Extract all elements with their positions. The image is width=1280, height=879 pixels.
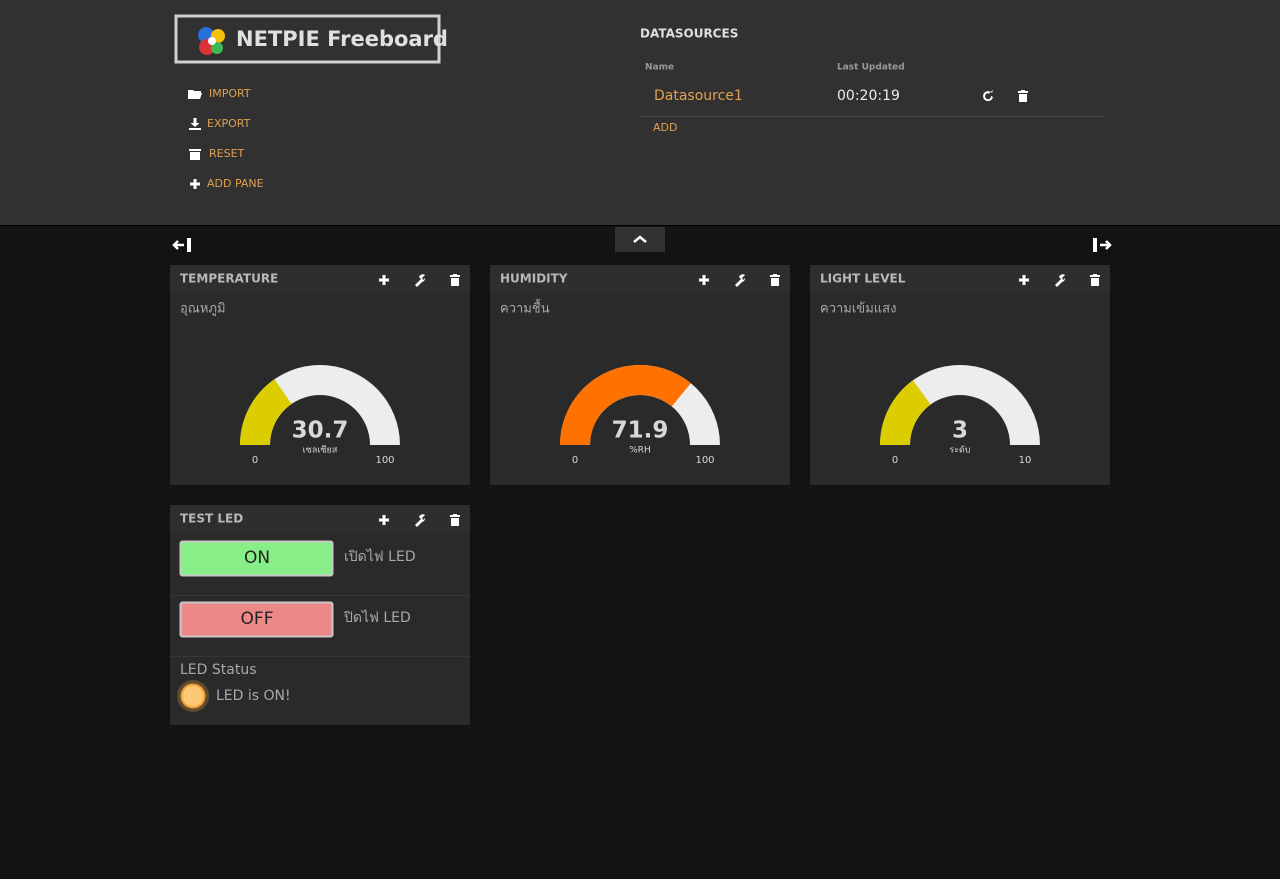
plus-icon[interactable] [190,179,200,189]
wrench-icon[interactable] [415,514,426,527]
menu-item[interactable]: RESET [209,147,245,160]
pane-header [170,265,470,293]
folder-icon[interactable] [188,90,202,99]
datasource-add[interactable]: ADD [653,121,677,134]
gauge-max: 100 [695,455,714,466]
logo-icon [198,27,225,55]
gauge-value-text: 30.7 [292,418,349,444]
gauge-track [240,365,400,445]
pane-title: TEST LED [180,512,243,526]
trash-icon[interactable] [450,514,460,526]
plus-icon[interactable] [1019,275,1029,285]
box-icon[interactable] [189,149,201,160]
led-status-title: LED Status [180,662,257,678]
led-button-caption: ปิดไฟ LED [344,609,411,626]
column-header: Last Updated [837,63,905,73]
led-button-label[interactable]: ON [244,548,270,568]
column-header: Name [645,63,674,73]
collapse-icon[interactable] [633,235,647,243]
pane-label: อุณหภูมิ [180,302,226,317]
gauge-min: 0 [252,455,258,466]
gauge-min: 0 [892,455,898,466]
plus-icon[interactable] [379,515,389,525]
gauge-max: 100 [375,455,394,466]
pane-label: ความชื้น [500,299,550,317]
datasource-updated: 00:20:19 [837,88,900,104]
shrink-icon[interactable] [172,238,191,252]
gauge-max: 10 [1019,455,1032,466]
menu-item[interactable]: ADD PANE [207,177,264,190]
trash-icon[interactable] [450,274,460,286]
logo-text: NETPIE Freeboard [236,27,448,51]
pane-label: ความเข้มแสง [820,302,896,317]
download-icon[interactable] [189,118,201,130]
gauge-units: ระดับ [949,446,971,456]
led-button-caption: เปิดไฟ LED [344,548,416,565]
trash-icon[interactable] [1090,274,1100,286]
pane-header [490,265,790,293]
gauge-value [240,379,292,445]
plus-icon[interactable] [699,275,709,285]
gauge-units: %RH [629,446,651,456]
menu-item[interactable]: IMPORT [209,87,251,100]
pane-header [170,505,470,533]
datasources-title: DATASOURCES [640,27,738,41]
datasource-name[interactable]: Datasource1 [654,88,743,104]
gauge-value-text: 71.9 [612,418,669,444]
gauge-track [880,365,1040,445]
led-button[interactable] [179,540,334,577]
gauge-units: เซลเซียส [303,445,338,456]
menu-item[interactable]: EXPORT [207,117,251,130]
refresh-icon[interactable] [983,90,993,102]
led-button[interactable] [179,601,334,638]
wrench-icon[interactable] [1055,274,1066,287]
pane-title: HUMIDITY [500,272,568,286]
pane-header [810,265,1110,293]
plus-icon[interactable] [379,275,389,285]
trash-icon[interactable] [1018,90,1028,102]
wrench-icon[interactable] [735,274,746,287]
trash-icon[interactable] [770,274,780,286]
gauge-value-text: 3 [952,418,968,444]
logo-box [174,14,441,64]
led-indicator [180,683,206,709]
expand-icon[interactable] [1093,238,1112,252]
wrench-icon[interactable] [415,274,426,287]
collapse-tab[interactable] [615,227,665,252]
gauge-value [560,364,691,445]
led-button-label[interactable]: OFF [241,609,274,629]
pane-title: TEMPERATURE [180,272,278,286]
gauge-min: 0 [572,455,578,466]
pane-title: LIGHT LEVEL [820,272,906,286]
gauge-value [880,380,931,445]
led-status-text: LED is ON! [216,688,291,704]
